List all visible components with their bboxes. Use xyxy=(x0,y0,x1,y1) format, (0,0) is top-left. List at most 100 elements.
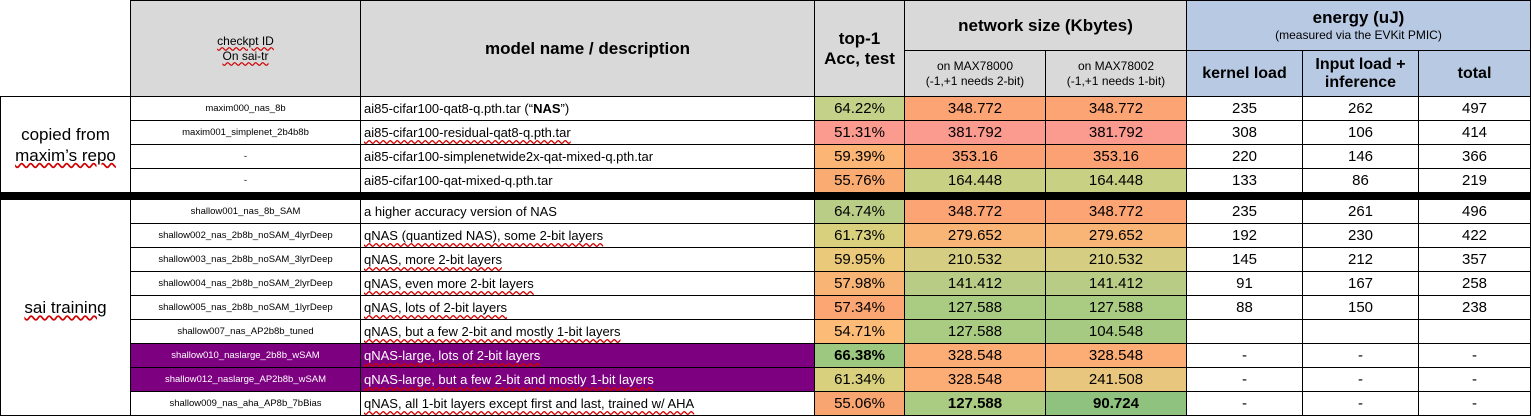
netsize-max78002-cell: 127.588 xyxy=(1045,295,1187,320)
description-text: qNAS (quantized NAS), some 2-bit layers xyxy=(364,228,604,243)
netsize-max78000-cell: 141.412 xyxy=(904,271,1046,296)
kernel-load-cell: 88 xyxy=(1186,295,1303,320)
header-total: total xyxy=(1418,50,1531,97)
total-cell: - xyxy=(1418,367,1531,392)
kernel-load-cell xyxy=(1186,319,1303,344)
netsize-max78002-cell: 279.652 xyxy=(1045,223,1187,248)
total-cell: - xyxy=(1418,343,1531,368)
table-row: - ai85-cifar100-qat-mixed-q.pth.tar 55.76%… xyxy=(1,168,1531,193)
netsize-max78002-cell: 104.548 xyxy=(1045,319,1187,344)
kernel-load-cell: 91 xyxy=(1186,271,1303,296)
description-bold-text: NAS xyxy=(533,101,561,116)
total-cell: - xyxy=(1418,391,1531,416)
header-energy: energy (uJ) (measured via the EVKit PMIC… xyxy=(1186,0,1531,51)
group-label-sai-text: sai training xyxy=(24,298,107,317)
description-cell: ai85-cifar100-residual-qat8-q.pth.tar xyxy=(360,120,815,145)
description-text: qNAS, more 2-bit layers xyxy=(364,252,502,267)
netsize-max78000-cell: 328.548 xyxy=(904,343,1046,368)
header-netsize-b-line1: on MAX78002 xyxy=(1077,58,1155,73)
description-text: qNAS, even more 2-bit layers xyxy=(364,276,534,291)
netsize-max78000-cell: 127.588 xyxy=(904,319,1046,344)
header-acc-line2: Acc, test xyxy=(824,48,895,68)
checkpoint-id-cell: shallow005_nas_2b8b_noSAM_1lyrDeep xyxy=(130,295,361,320)
header-kernel-load: kernel load xyxy=(1186,50,1303,97)
netsize-max78000-cell: 381.792 xyxy=(904,120,1046,145)
inference-cell: 150 xyxy=(1302,295,1419,320)
header-accuracy: top-1 Acc, test xyxy=(814,0,905,97)
total-cell: 258 xyxy=(1418,271,1531,296)
description-cell: qNAS (quantized NAS), some 2-bit layers xyxy=(360,223,815,248)
group-maxim: copied from maxim’s repo maxim000_nas_8b ai… xyxy=(0,96,1531,193)
total-cell: 414 xyxy=(1418,120,1531,145)
inference-cell: 167 xyxy=(1302,271,1419,296)
table-row: shallow003_nas_2b8b_noSAM_3lyrDeep qNAS, … xyxy=(1,247,1531,272)
separator-cell xyxy=(0,192,1531,200)
header-acc-line1: top-1 xyxy=(838,28,881,48)
accuracy-cell: 57.98% xyxy=(814,271,905,296)
checkpoint-id-cell: shallow002_nas_2b8b_noSAM_4lyrDeep xyxy=(130,223,361,248)
header-netsize: network size (Kbytes) xyxy=(904,0,1187,51)
checkpoint-id-cell: shallow012_naslarge_AP2b8b_wSAM xyxy=(130,367,361,392)
description-cell: qNAS, all 1-bit layers except first and … xyxy=(360,391,815,416)
kernel-load-cell: 145 xyxy=(1186,247,1303,272)
header-netsize-max78002: on MAX78002 (-1,+1 needs 1-bit) xyxy=(1045,50,1187,97)
group-label-sai: sai training xyxy=(0,199,131,416)
netsize-max78002-cell: 141.412 xyxy=(1045,271,1187,296)
description-text: ai85-cifar100-residual-qat8-q.pth.tar xyxy=(364,125,571,140)
netsize-max78002-cell: 90.724 xyxy=(1045,391,1187,416)
group-label-line1: copied from xyxy=(21,124,110,144)
total-cell: 422 xyxy=(1418,223,1531,248)
inference-cell: 262 xyxy=(1302,96,1419,121)
accuracy-cell: 61.73% xyxy=(814,223,905,248)
kernel-load-cell: 235 xyxy=(1186,199,1303,224)
group-label-line2-text: maxim’s repo xyxy=(15,145,116,165)
netsize-max78000-cell: 348.772 xyxy=(904,96,1046,121)
description-text: ai85-cifar100-qat8-q.pth.tar (“ xyxy=(364,101,534,116)
separator-bar xyxy=(0,192,1531,200)
accuracy-cell: 59.39% xyxy=(814,144,905,169)
accuracy-cell: 64.22% xyxy=(814,96,905,121)
description-text: qNAS, but a few 2-bit and mostly 1-bit l… xyxy=(364,324,621,339)
checkpoint-id-cell: shallow004_nas_2b8b_noSAM_2lyrDeep xyxy=(130,271,361,296)
netsize-max78002-cell: 381.792 xyxy=(1045,120,1187,145)
header-checkpoint-sub: On sai-tr xyxy=(222,48,269,63)
table-row: shallow007_nas_AP2b8b_tuned qNAS, but a f… xyxy=(1,319,1531,344)
accuracy-cell: 57.34% xyxy=(814,295,905,320)
checkpoint-id-cell: shallow001_nas_8b_SAM xyxy=(130,199,361,224)
description-text: qNAS-large, lots of 2-bit layers xyxy=(364,348,541,363)
header-input-line2: inference xyxy=(1324,73,1397,91)
checkpoint-id-cell: maxim000_nas_8b xyxy=(130,96,361,121)
description-cell: a higher accuracy version of NAS xyxy=(360,199,815,224)
accuracy-cell: 66.38% xyxy=(814,343,905,368)
netsize-max78000-cell: 127.588 xyxy=(904,295,1046,320)
inference-cell: 261 xyxy=(1302,199,1419,224)
inference-cell: - xyxy=(1302,343,1419,368)
checkpoint-id-cell: shallow003_nas_2b8b_noSAM_3lyrDeep xyxy=(130,247,361,272)
netsize-max78002-cell: 210.532 xyxy=(1045,247,1187,272)
netsize-max78000-cell: 127.588 xyxy=(904,391,1046,416)
description-text: qNAS, all 1-bit layers except first and … xyxy=(364,396,695,411)
header-netsize-a-line2: (-1,+1 needs 2-bit) xyxy=(925,73,1025,88)
table-row: sai training shallow001_nas_8b_SAM a highe… xyxy=(0,199,1531,416)
description-cell: ai85-cifar100-qat8-q.pth.tar (“NAS”) xyxy=(360,96,815,121)
description-cell: ai85-cifar100-qat-mixed-q.pth.tar xyxy=(360,168,815,193)
checkpoint-id-cell: shallow010_naslarge_2b8b_wSAM xyxy=(130,343,361,368)
accuracy-cell: 61.34% xyxy=(814,367,905,392)
checkpoint-id-cell: maxim001_simplenet_2b4b8b xyxy=(130,120,361,145)
netsize-max78002-cell: 328.548 xyxy=(1045,343,1187,368)
table-row: copied from maxim’s repo maxim000_nas_8b ai… xyxy=(0,96,1531,193)
table-row: - ai85-cifar100-simplenetwide2x-qat-mixed… xyxy=(1,144,1531,169)
netsize-max78000-cell: 328.548 xyxy=(904,367,1046,392)
kernel-load-cell: 192 xyxy=(1186,223,1303,248)
table-row: shallow010_naslarge_2b8b_wSAM qNAS-large,… xyxy=(1,343,1531,368)
accuracy-cell: 51.31% xyxy=(814,120,905,145)
accuracy-cell: 55.06% xyxy=(814,391,905,416)
table-row: maxim001_simplenet_2b4b8b ai85-cifar100-r… xyxy=(1,120,1531,145)
header-netsize-b-line2: (-1,+1 needs 1-bit) xyxy=(1066,73,1166,88)
group-label-maxim: copied from maxim’s repo xyxy=(0,96,131,193)
inference-cell: - xyxy=(1302,367,1419,392)
netsize-max78000-cell: 279.652 xyxy=(904,223,1046,248)
group-label-line2: maxim’s repo xyxy=(2,145,130,166)
kernel-load-cell: - xyxy=(1186,391,1303,416)
